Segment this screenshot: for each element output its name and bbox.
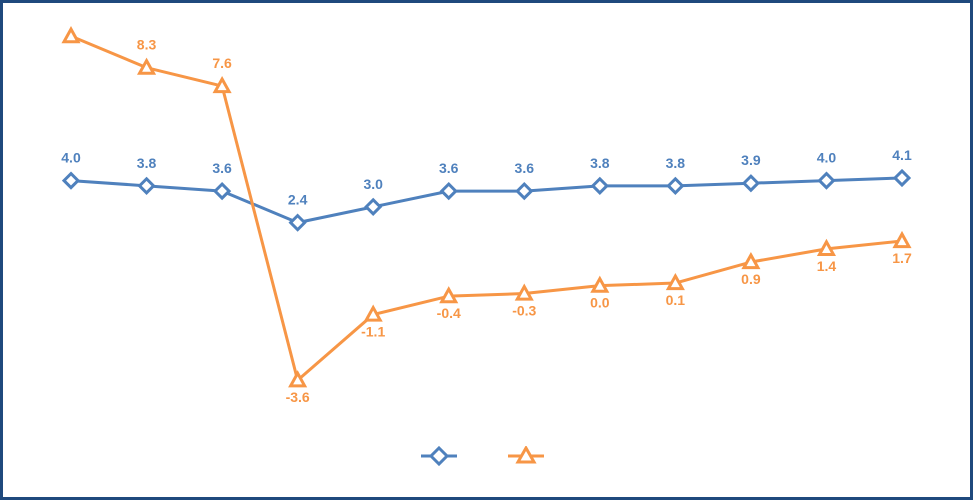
chart-frame: 4.03.83.62.43.03.63.63.83.83.94.04.19.58… [0, 0, 973, 500]
svg-text:4.1: 4.1 [892, 147, 912, 163]
svg-text:4.0: 4.0 [61, 150, 81, 166]
svg-text:2.4: 2.4 [288, 192, 308, 208]
diamond-icon [421, 446, 457, 466]
svg-text:1.7: 1.7 [892, 250, 912, 266]
svg-text:-0.3: -0.3 [512, 303, 536, 319]
legend [3, 446, 970, 469]
svg-text:0.0: 0.0 [590, 295, 610, 311]
svg-text:0.9: 0.9 [741, 271, 761, 287]
svg-text:3.8: 3.8 [590, 155, 610, 171]
svg-text:3.0: 3.0 [363, 176, 383, 192]
plot-svg: 4.03.83.62.43.03.63.63.83.83.94.04.19.58… [33, 23, 940, 417]
svg-text:3.6: 3.6 [212, 160, 232, 176]
svg-text:-1.1: -1.1 [361, 324, 385, 340]
svg-text:7.6: 7.6 [212, 55, 232, 71]
svg-text:3.6: 3.6 [515, 160, 535, 176]
svg-text:-0.4: -0.4 [437, 305, 461, 321]
svg-text:3.8: 3.8 [666, 155, 686, 171]
svg-text:8.3: 8.3 [137, 37, 157, 53]
legend-item-series-a [421, 446, 465, 466]
svg-text:0.1: 0.1 [666, 292, 686, 308]
svg-text:4.0: 4.0 [817, 150, 837, 166]
plot-area: 4.03.83.62.43.03.63.63.83.83.94.04.19.58… [33, 23, 940, 417]
svg-text:3.9: 3.9 [741, 152, 761, 168]
legend-swatch-series-a [421, 446, 457, 466]
svg-text:-3.6: -3.6 [286, 389, 310, 405]
legend-item-series-b [508, 446, 552, 466]
triangle-icon [508, 446, 544, 466]
svg-text:3.8: 3.8 [137, 155, 157, 171]
svg-text:1.4: 1.4 [817, 258, 837, 274]
svg-text:3.6: 3.6 [439, 160, 459, 176]
legend-swatch-series-b [508, 446, 544, 466]
